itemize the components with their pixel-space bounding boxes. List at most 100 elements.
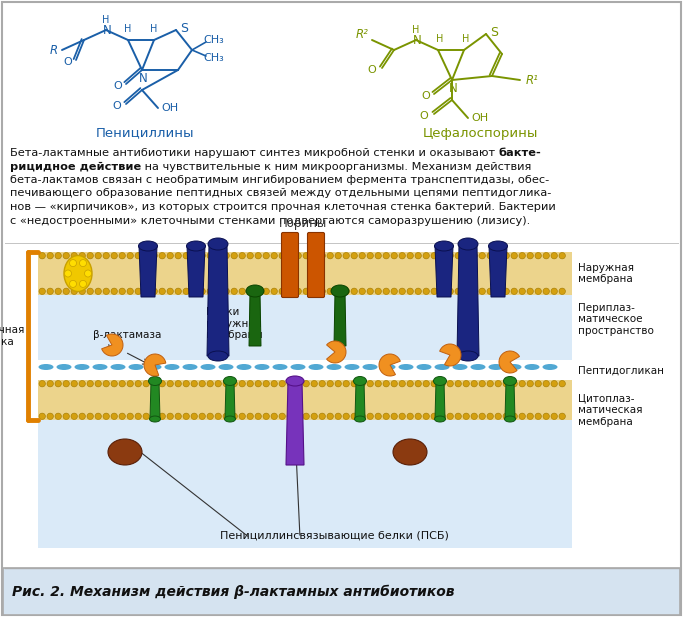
Circle shape — [359, 413, 365, 420]
Circle shape — [479, 413, 486, 420]
Ellipse shape — [471, 364, 486, 370]
Circle shape — [479, 288, 486, 294]
Text: N: N — [449, 83, 458, 96]
Circle shape — [519, 381, 525, 387]
Text: H: H — [124, 24, 132, 34]
Ellipse shape — [208, 238, 228, 250]
Circle shape — [375, 252, 381, 259]
Ellipse shape — [434, 364, 449, 370]
Circle shape — [159, 288, 165, 294]
Wedge shape — [144, 354, 166, 376]
Circle shape — [463, 413, 469, 420]
Circle shape — [47, 381, 53, 387]
Text: Рис. 2. Механизм действия β-лактамных антибиотиков: Рис. 2. Механизм действия β-лактамных ан… — [12, 584, 454, 598]
Circle shape — [415, 381, 421, 387]
Circle shape — [255, 252, 262, 259]
Ellipse shape — [434, 241, 454, 251]
Text: бакте-: бакте- — [499, 148, 542, 158]
Circle shape — [111, 288, 117, 294]
Circle shape — [103, 381, 109, 387]
Ellipse shape — [505, 416, 516, 422]
Circle shape — [447, 381, 454, 387]
Circle shape — [487, 381, 493, 387]
Text: Пептидогликан: Пептидогликан — [578, 366, 664, 376]
Circle shape — [95, 381, 101, 387]
Circle shape — [319, 413, 325, 420]
Circle shape — [95, 288, 101, 294]
Circle shape — [407, 288, 413, 294]
Circle shape — [455, 288, 462, 294]
Circle shape — [215, 413, 221, 420]
Circle shape — [399, 252, 406, 259]
Circle shape — [191, 288, 197, 294]
Circle shape — [47, 252, 53, 259]
Polygon shape — [457, 244, 479, 356]
Text: OH: OH — [161, 103, 178, 113]
Circle shape — [367, 252, 374, 259]
Ellipse shape — [38, 364, 53, 370]
Circle shape — [231, 288, 238, 294]
Circle shape — [239, 413, 245, 420]
Circle shape — [559, 252, 566, 259]
Circle shape — [343, 381, 350, 387]
Circle shape — [263, 252, 269, 259]
Circle shape — [407, 413, 413, 420]
Ellipse shape — [326, 364, 342, 370]
Wedge shape — [499, 351, 520, 373]
Circle shape — [79, 280, 87, 288]
Circle shape — [287, 288, 294, 294]
Polygon shape — [249, 291, 261, 346]
Circle shape — [55, 252, 61, 259]
Ellipse shape — [74, 364, 89, 370]
Circle shape — [119, 413, 126, 420]
Circle shape — [311, 413, 318, 420]
Circle shape — [111, 413, 117, 420]
Ellipse shape — [488, 364, 503, 370]
Circle shape — [85, 270, 92, 277]
Circle shape — [287, 252, 294, 259]
Ellipse shape — [64, 255, 92, 291]
Ellipse shape — [182, 364, 197, 370]
Polygon shape — [505, 381, 515, 419]
Bar — [38, 380, 572, 420]
Text: рицидное действие: рицидное действие — [10, 162, 141, 172]
Text: Пенициллинсвязывающие белки (ПСБ): Пенициллинсвязывающие белки (ПСБ) — [220, 530, 449, 540]
Circle shape — [383, 413, 389, 420]
Text: N: N — [139, 73, 148, 86]
Circle shape — [471, 413, 477, 420]
Circle shape — [79, 252, 85, 259]
Ellipse shape — [165, 364, 180, 370]
Circle shape — [95, 413, 101, 420]
Circle shape — [351, 413, 357, 420]
Circle shape — [223, 252, 229, 259]
Ellipse shape — [309, 364, 324, 370]
Circle shape — [431, 252, 437, 259]
Circle shape — [479, 381, 486, 387]
Circle shape — [79, 381, 85, 387]
Circle shape — [295, 413, 301, 420]
Circle shape — [463, 381, 469, 387]
Circle shape — [383, 381, 389, 387]
Text: O: O — [113, 101, 122, 111]
Ellipse shape — [236, 364, 251, 370]
Text: на чувствительные к ним микроорганизмы. Механизм действия: на чувствительные к ним микроорганизмы. … — [141, 162, 531, 172]
Circle shape — [543, 413, 549, 420]
Text: R²: R² — [356, 28, 368, 41]
Circle shape — [103, 413, 109, 420]
Circle shape — [535, 381, 542, 387]
Circle shape — [415, 413, 421, 420]
Circle shape — [535, 288, 542, 294]
Circle shape — [311, 381, 318, 387]
Bar — [38, 252, 572, 295]
Circle shape — [415, 252, 421, 259]
Circle shape — [143, 252, 150, 259]
Circle shape — [519, 252, 525, 259]
Ellipse shape — [458, 351, 478, 361]
Text: H: H — [413, 25, 419, 35]
Circle shape — [263, 288, 269, 294]
Circle shape — [287, 381, 294, 387]
Circle shape — [223, 288, 229, 294]
Circle shape — [399, 381, 406, 387]
Ellipse shape — [503, 376, 516, 386]
Circle shape — [135, 288, 141, 294]
